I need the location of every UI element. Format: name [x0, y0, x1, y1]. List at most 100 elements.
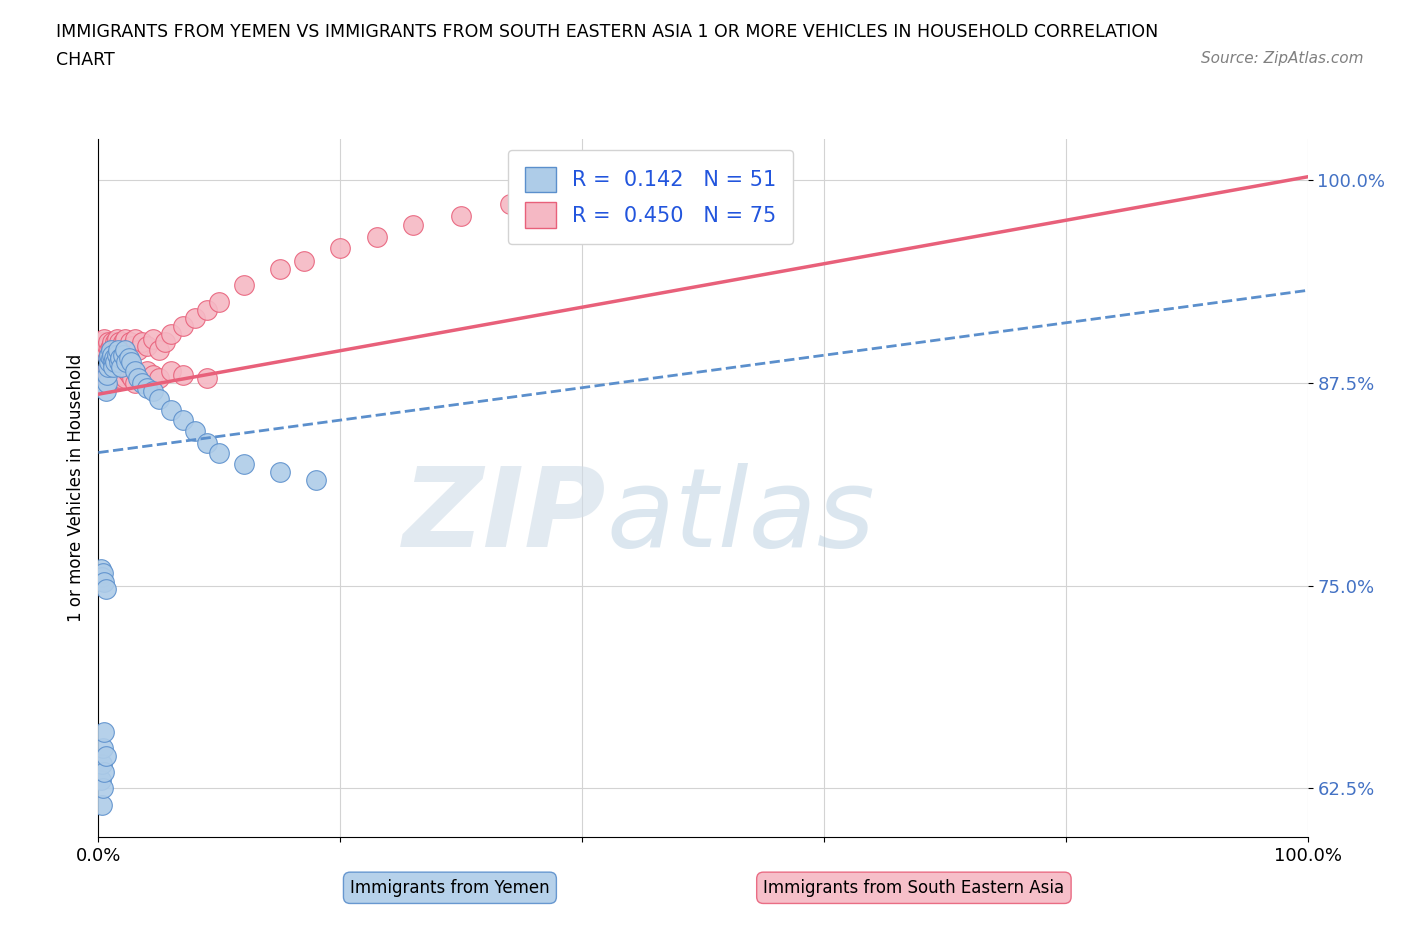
Point [108, 354, 131, 369]
Point [101, 354, 124, 369]
Point [148, 343, 170, 358]
Point [101, 343, 124, 358]
Point [94, 383, 117, 398]
Point [131, 370, 153, 385]
Point [305, 472, 328, 487]
Point [124, 376, 146, 391]
Point [105, 332, 128, 347]
Point [111, 335, 134, 350]
Point [114, 343, 136, 358]
Point [108, 367, 131, 382]
Point [98, 343, 121, 358]
Point [172, 319, 194, 334]
Point [115, 354, 138, 369]
Point [124, 364, 146, 379]
Point [269, 262, 291, 277]
Point [93, 376, 115, 391]
Point [100, 351, 122, 365]
Point [93, 724, 115, 739]
Point [172, 413, 194, 428]
Point [97, 351, 120, 365]
Text: CHART: CHART [56, 51, 115, 69]
Point [135, 339, 157, 353]
Point [232, 457, 254, 472]
Point [184, 424, 207, 439]
Point [118, 335, 141, 350]
Point [91, 339, 114, 353]
Point [100, 343, 122, 358]
Point [91, 797, 114, 812]
Point [402, 218, 425, 232]
Point [96, 339, 118, 353]
Point [117, 364, 139, 379]
Point [160, 403, 183, 418]
Point [131, 335, 153, 350]
Point [101, 359, 124, 374]
Point [104, 335, 127, 350]
Point [118, 367, 141, 382]
Point [131, 376, 153, 391]
Text: atlas: atlas [606, 462, 875, 570]
Point [100, 339, 122, 353]
Point [498, 197, 520, 212]
Point [90, 562, 112, 577]
Point [195, 435, 218, 450]
Point [142, 383, 165, 398]
Point [127, 370, 149, 385]
Point [366, 230, 388, 245]
Point [108, 370, 131, 385]
Text: IMMIGRANTS FROM YEMEN VS IMMIGRANTS FROM SOUTH EASTERN ASIA 1 OR MORE VEHICLES I: IMMIGRANTS FROM YEMEN VS IMMIGRANTS FROM… [56, 23, 1159, 41]
Point [108, 351, 131, 365]
Point [100, 348, 122, 363]
Point [100, 364, 122, 379]
Point [94, 749, 117, 764]
Point [121, 370, 143, 385]
Point [108, 335, 131, 350]
Point [208, 445, 231, 460]
Point [148, 392, 170, 406]
Point [114, 370, 136, 385]
Point [94, 370, 117, 385]
Point [100, 335, 122, 350]
Point [103, 364, 125, 379]
Point [142, 332, 165, 347]
Point [104, 367, 127, 382]
Point [97, 359, 120, 374]
Point [121, 339, 143, 353]
Point [111, 367, 134, 382]
Point [93, 332, 115, 347]
Point [232, 278, 254, 293]
Point [195, 370, 218, 385]
Text: Source: ZipAtlas.com: Source: ZipAtlas.com [1201, 51, 1364, 66]
Y-axis label: 1 or more Vehicles in Household: 1 or more Vehicles in Household [66, 354, 84, 622]
Point [107, 343, 129, 358]
Point [90, 773, 112, 788]
Point [111, 348, 134, 363]
Point [110, 364, 132, 379]
Point [90, 343, 112, 358]
Point [208, 294, 231, 309]
Point [93, 575, 115, 590]
Legend: R =  0.142   N = 51, R =  0.450   N = 75: R = 0.142 N = 51, R = 0.450 N = 75 [508, 150, 793, 245]
Point [91, 570, 114, 585]
Point [91, 757, 114, 772]
Point [269, 465, 291, 480]
Point [103, 339, 125, 353]
Point [148, 370, 170, 385]
Point [98, 348, 121, 363]
Text: Immigrants from Yemen: Immigrants from Yemen [350, 879, 550, 897]
Point [135, 364, 157, 379]
Point [105, 370, 128, 385]
Point [105, 348, 128, 363]
Point [127, 367, 149, 382]
Point [117, 343, 139, 358]
Text: Immigrants from South Eastern Asia: Immigrants from South Eastern Asia [763, 879, 1064, 897]
Point [97, 335, 120, 350]
Point [172, 367, 194, 382]
Point [94, 343, 117, 358]
Point [96, 364, 118, 379]
Point [160, 326, 183, 341]
Point [153, 335, 176, 350]
Point [160, 364, 183, 379]
Point [450, 208, 472, 223]
